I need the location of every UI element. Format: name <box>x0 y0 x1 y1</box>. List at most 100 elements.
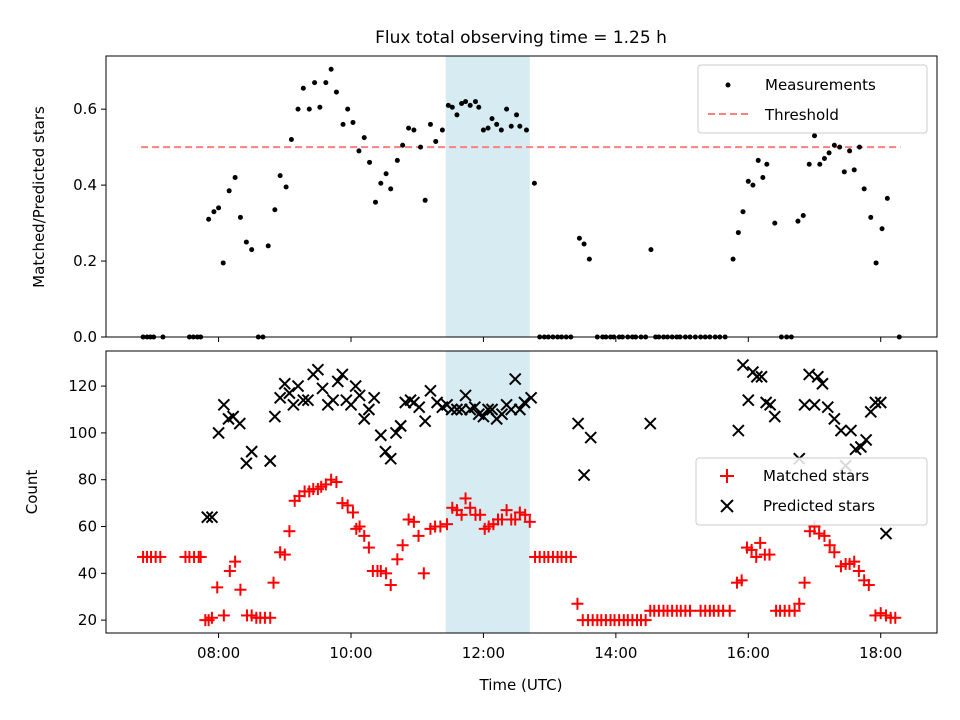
measurement-point <box>237 214 243 220</box>
x-tick-label: 16:00 <box>727 644 770 662</box>
measurement-point <box>498 127 504 133</box>
predicted-point <box>205 510 219 524</box>
matched-point <box>735 574 748 587</box>
predicted-point <box>844 424 858 437</box>
measurement-point <box>489 116 495 122</box>
predicted-point <box>584 431 597 444</box>
top-x-ticks <box>218 337 882 342</box>
predicted-point <box>362 403 376 416</box>
measurement-point <box>295 106 301 112</box>
matched-point <box>441 518 454 531</box>
measurement-point <box>459 100 465 106</box>
bottom-axes-frame <box>105 350 938 634</box>
matched-point <box>325 473 338 486</box>
predicted-point <box>811 370 825 383</box>
measurement-point <box>831 142 837 148</box>
measurement-point <box>406 125 412 131</box>
measurement-point <box>586 256 592 262</box>
matched-point <box>828 546 841 559</box>
measurement-point <box>800 212 806 218</box>
measurement-point <box>378 180 384 186</box>
measurement-point <box>277 173 283 179</box>
measurement-point <box>841 169 847 175</box>
predicted-point <box>379 445 392 458</box>
top-panel: 0.0 0.2 0.4 0.6 Matched/Predicted stars Mea… <box>30 55 938 346</box>
top-y-axis-label: Matched/Predicted stars <box>30 106 48 288</box>
matched-point <box>763 548 776 561</box>
matched-point <box>211 581 224 594</box>
predicted-point <box>859 433 873 447</box>
chart-title: Flux total observing time = 1.25 h <box>375 28 667 48</box>
bottom-y-ticks: 20 40 60 80 100 120 <box>68 377 106 629</box>
top-highlight-span <box>445 56 530 337</box>
measurement-point <box>476 104 482 110</box>
measurement-point <box>400 142 406 148</box>
predicted-point <box>418 415 432 428</box>
top-legend: Measurements Threshold <box>697 64 928 134</box>
predicted-point <box>644 417 657 430</box>
matched-point <box>639 614 652 627</box>
predicted-point <box>768 410 781 423</box>
measurement-point <box>418 144 424 150</box>
measurement-point <box>232 175 238 181</box>
measurement-point <box>394 157 400 163</box>
predicted-points <box>201 358 893 540</box>
x-axis-label: Time (UTC) <box>479 676 563 694</box>
matched-point <box>848 555 861 568</box>
predicted-point <box>349 379 362 393</box>
measurement-point <box>317 104 323 110</box>
matched-point <box>788 604 801 617</box>
predicted-point <box>240 457 253 470</box>
measurement-point <box>740 209 746 215</box>
top-y-tick-label: 0.2 <box>73 252 97 270</box>
matched-point <box>754 536 767 549</box>
legend-matched-marker <box>720 469 734 483</box>
predicted-point <box>834 424 848 437</box>
predicted-point <box>485 403 499 416</box>
measurement-point <box>243 239 249 245</box>
matched-point <box>684 604 697 617</box>
predicted-point <box>283 386 296 400</box>
matched-point <box>194 550 207 563</box>
matched-point <box>205 611 218 624</box>
measurement-point <box>439 127 445 133</box>
top-legend-box <box>697 64 928 134</box>
predicted-point <box>742 393 755 407</box>
measurement-point <box>821 156 827 162</box>
predicted-point <box>750 370 764 383</box>
measurement-point <box>576 235 582 241</box>
predicted-point <box>233 417 246 430</box>
matched-point <box>283 525 296 538</box>
x-tick-label: 12:00 <box>462 644 505 662</box>
measurement-point <box>328 66 334 72</box>
bottom-y-tick-label: 120 <box>68 377 97 395</box>
matched-point <box>154 550 167 563</box>
matched-point <box>513 506 526 519</box>
predicted-point <box>874 396 887 409</box>
matched-point <box>813 527 826 540</box>
predicted-point <box>268 410 282 423</box>
measurement-point <box>755 157 761 163</box>
measurement-point <box>288 137 294 143</box>
predicted-point <box>509 372 522 386</box>
matched-point <box>396 539 409 552</box>
measurement-point <box>730 256 736 262</box>
matched-point <box>336 497 349 510</box>
bottom-x-ticks: 08:00 10:00 12:00 14:00 16:00 18:00 <box>197 633 902 662</box>
legend-matched-label: Matched stars <box>763 467 869 485</box>
predicted-point <box>808 398 821 412</box>
predicted-point <box>331 375 344 388</box>
predicted-point <box>389 426 403 440</box>
predicted-point <box>445 403 458 416</box>
measurement-point <box>463 99 469 105</box>
measurement-point <box>879 226 885 232</box>
measurement-point <box>220 260 226 266</box>
measurement-point <box>226 188 232 194</box>
top-y-tick-label: 0.0 <box>73 328 97 346</box>
measurement-point <box>750 182 756 188</box>
bottom-highlight-span <box>445 351 530 633</box>
matched-point <box>889 611 902 624</box>
predicted-point <box>374 429 387 442</box>
measurement-point <box>449 104 455 110</box>
